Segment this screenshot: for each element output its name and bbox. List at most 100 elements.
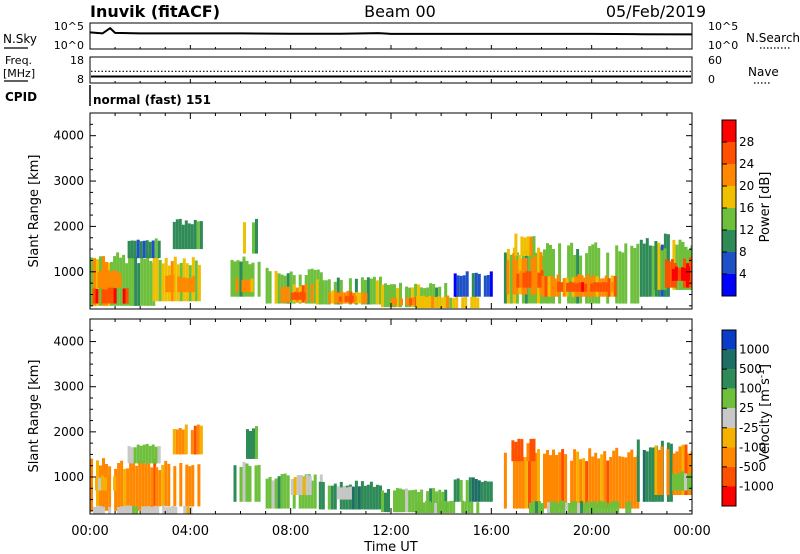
echo-cell: [687, 474, 690, 491]
echo-cell: [503, 452, 507, 509]
echo-cell: [165, 507, 169, 514]
echo-cell: [564, 454, 568, 509]
echo-cell: [321, 482, 325, 510]
echo-cell: [173, 466, 177, 507]
echo-cell: [432, 284, 436, 308]
colorbar-segment: [722, 230, 736, 252]
echo-cell: [405, 286, 408, 308]
echo-cell: [521, 457, 525, 509]
echo-cell: [164, 460, 168, 507]
echo-cell: [157, 240, 161, 259]
echo-cell: [474, 272, 478, 297]
echo-cell: [117, 463, 121, 511]
echo-cell: [168, 275, 172, 293]
echo-cell: [308, 475, 312, 495]
echo-cell: [600, 454, 604, 509]
echo-cell: [100, 270, 104, 288]
echo-cell: [138, 459, 142, 511]
echo-cell: [191, 465, 195, 507]
echo-cell: [139, 445, 143, 464]
echo-cell: [387, 489, 390, 513]
echo-cell: [369, 481, 373, 510]
echo-cell: [171, 274, 175, 293]
echo-cell: [590, 283, 594, 292]
echo-cell: [519, 270, 523, 288]
echo-cell: [678, 446, 682, 495]
echo-cell: [681, 444, 685, 495]
echo-cell: [113, 288, 117, 304]
echo-cell: [95, 477, 98, 491]
echo-cell: [684, 444, 688, 495]
echo-cell: [473, 296, 477, 308]
echo-cell: [402, 489, 405, 513]
echo-cell: [412, 297, 416, 306]
echo-cell: [642, 450, 646, 502]
echo-cell: [520, 236, 524, 256]
echo-cell: [577, 503, 581, 514]
echo-cell: [179, 463, 183, 507]
freq-left-tick-bottom: 8: [77, 73, 84, 86]
echo-cell: [93, 506, 96, 514]
echo-cell: [606, 460, 610, 509]
echo-cell: [135, 506, 139, 514]
echo-cell: [529, 438, 533, 462]
echo-cell: [486, 275, 490, 297]
echo-cell: [230, 259, 234, 297]
colorbar-segment: [722, 186, 736, 208]
echo-cell: [522, 272, 526, 288]
station-title: Inuvik (fitACF): [90, 2, 220, 21]
echo-cell: [443, 501, 447, 514]
echo-cell: [196, 221, 200, 250]
echo-cell: [474, 479, 478, 502]
echo-cell: [429, 283, 433, 308]
echo-cell: [154, 238, 158, 259]
echo-cell: [155, 256, 159, 302]
echo-cell: [271, 480, 275, 509]
echo-cell: [518, 458, 522, 509]
echo-cell: [181, 429, 185, 455]
power-colorbar: 4 8 12 16 20 24 28: [721, 119, 754, 297]
echo-cell: [305, 474, 309, 496]
echo-cell: [526, 443, 530, 462]
echo-cell: [406, 297, 409, 306]
echo-cell: [233, 261, 237, 297]
echo-cell: [674, 266, 678, 281]
echo-cell: [299, 475, 303, 495]
echo-cell: [147, 506, 151, 514]
echo-cell: [321, 280, 325, 305]
echo-cell: [353, 296, 357, 302]
echo-cell: [247, 279, 251, 293]
echo-cell: [172, 221, 176, 250]
echo-cell: [666, 449, 670, 496]
echo-cell: [328, 292, 332, 304]
nsearch-label: N.Search: [746, 31, 800, 45]
echo-cell: [396, 488, 399, 513]
echo-cell: [239, 261, 243, 297]
power-cbar-label: Power [dB]: [758, 172, 773, 243]
echo-cell: [690, 451, 692, 495]
echo-cell: [611, 282, 615, 292]
echo-cell: [339, 487, 343, 500]
echo-cell: [687, 266, 690, 281]
time-axis-ticks: 00:00 04:00 08:00 12:00 16:00 20:00 00:00: [71, 524, 710, 539]
echo-cell: [327, 279, 331, 305]
x-tick-label: 04:00: [172, 524, 209, 539]
echo-cell: [345, 487, 349, 500]
colorbar-segment: [722, 274, 736, 296]
echo-cell: [586, 501, 590, 514]
echo-cell: [393, 490, 396, 513]
echo-cell: [465, 271, 469, 297]
echo-cell: [553, 501, 556, 514]
echo-cell: [363, 279, 367, 305]
echo-cell: [133, 240, 137, 259]
echo-cell: [147, 463, 151, 511]
x-tick-label: 00:00: [71, 524, 108, 539]
echo-cell: [589, 501, 593, 513]
echo-cell: [175, 429, 179, 455]
y-tick-label: 3000: [53, 380, 84, 394]
echo-cell: [145, 240, 149, 259]
colorbar-segment: [722, 330, 736, 350]
echo-cell: [514, 233, 518, 256]
echo-cell: [379, 276, 382, 305]
echo-cell: [648, 245, 652, 297]
